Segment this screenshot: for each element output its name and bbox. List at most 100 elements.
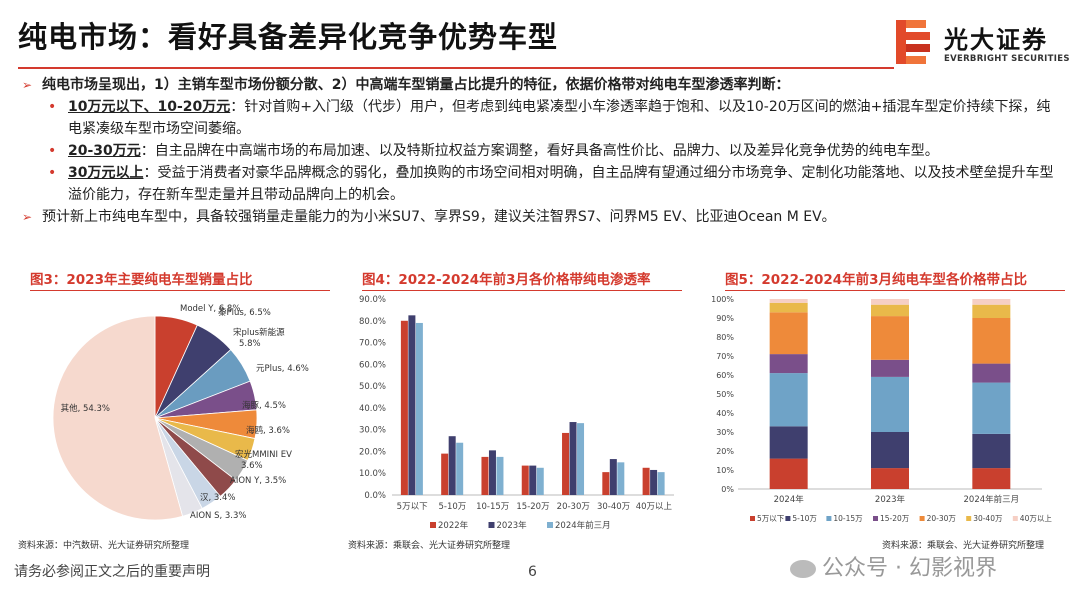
bar: [657, 472, 665, 495]
stack-segment: [769, 312, 808, 355]
bar: [536, 467, 544, 495]
x-tick-label: 40万以上: [636, 502, 673, 512]
y-tick-label: 40%: [716, 409, 734, 418]
y-tick-label: 50.0%: [359, 382, 386, 392]
bullet-sub-2-text: ：自主品牌在中高端市场的布局加速、以及特斯拉权益方案调整，看好具备高性价比、品牌…: [140, 143, 939, 159]
arrow-bullet-icon: ➢: [22, 210, 33, 224]
x-tick-label: 20-30万: [557, 502, 590, 512]
legend-label: 10-15万: [833, 514, 863, 523]
legend-label: 5-10万: [792, 514, 817, 523]
stack-segment: [972, 468, 1011, 489]
fig4-bar-chart: 0.0% 10.0% 20.0% 30.0% 40.0% 50.0% 60.0% 70.0% 8…: [359, 295, 674, 531]
pie-label: 汉, 3.4%: [200, 493, 236, 503]
stack-segment: [972, 363, 1011, 383]
stack-segment: [769, 458, 808, 489]
fig5-stacked-bar-chart: 0% 10% 20% 30% 40% 50% 60% 70% 80% 90% 100% 2024年 20…: [711, 295, 1053, 523]
bar: [448, 436, 456, 495]
legend-swatch: [430, 522, 436, 528]
bar: [415, 322, 423, 495]
y-tick-label: 60%: [716, 371, 734, 380]
x-tick-label: 2024年: [774, 494, 805, 505]
legend-label: 40万以上: [1020, 514, 1053, 523]
stack-segment: [871, 359, 909, 377]
bullet-sub-1-text: ：针对首购+入门级（代步）用户，但考虑到纯电紧凑型小车渗透率趋于饱和、以及10-…: [68, 99, 1051, 137]
bullet-sub-2: • 20-30万元：自主品牌在中高端市场的布局加速、以及特斯拉权益方案调整，看好…: [22, 140, 1062, 162]
y-tick-label: 80%: [716, 333, 734, 342]
page-number: 6: [528, 564, 537, 580]
bullet-sub-1-head: 10万元以下、10-20万元: [68, 99, 231, 115]
stack-segment: [972, 318, 1011, 364]
pie-label: 秦Plus, 6.5%: [218, 307, 271, 318]
dot-bullet-icon: •: [48, 143, 57, 159]
title-rule: [18, 67, 894, 69]
fig3-source: 资料来源：中汽数研、光大证券研究所整理: [18, 541, 190, 551]
fig5-rule: [725, 290, 1065, 291]
pie-label: 海豚, 4.5%: [242, 400, 286, 411]
y-tick-label: 30.0%: [359, 426, 386, 436]
y-tick-label: 40.0%: [359, 404, 386, 414]
legend-swatch: [1012, 516, 1018, 521]
company-logo: 光大证券 EVERBRIGHT SECURITIES: [894, 18, 1069, 70]
logo-text-cn: 光大证券: [944, 26, 1048, 54]
legend-swatch: [919, 516, 925, 521]
y-tick-label: 90.0%: [359, 295, 386, 305]
stack-segment: [769, 354, 808, 374]
logo-mark-icon: [896, 20, 930, 64]
bullet-sub-3: • 30万元以上：受益于消费者对豪华品牌概念的弱化，叠加换购的市场空间相对明确，…: [22, 162, 1062, 206]
legend-label: 5万以下: [757, 514, 785, 523]
bullet-sub-1: • 10万元以下、10-20万元：针对首购+入门级（代步）用户，但考虑到纯电紧凑…: [22, 96, 1062, 140]
wechat-icon: [790, 560, 816, 578]
bar: [408, 315, 416, 495]
y-tick-label: 70%: [716, 352, 734, 361]
bar: [456, 442, 464, 495]
legend-swatch: [547, 522, 553, 528]
x-tick-label: 15-20万: [516, 502, 549, 512]
stack-segment: [871, 468, 909, 489]
legend-label: 20-30万: [927, 514, 957, 523]
stack-segment: [769, 299, 808, 303]
stack-segment: [871, 376, 909, 432]
bullet-list: ➢ 纯电市场呈现出，1）主销车型市场份额分散、2）中高端车型销量占比提升的特征，…: [22, 74, 1062, 228]
x-tick-label: 5-10万: [439, 502, 467, 512]
bar: [569, 422, 577, 495]
legend-label: 2023年: [497, 520, 528, 531]
x-tick-label: 30-40万: [597, 502, 630, 512]
x-tick-label: 10-15万: [476, 502, 509, 512]
pie-label-value: 3.6%: [241, 461, 263, 471]
bar: [521, 465, 529, 495]
pie-label-value: 5.8%: [239, 339, 261, 349]
stack-segment: [871, 304, 909, 317]
bar: [488, 450, 496, 495]
fig3-rule: [30, 290, 330, 291]
y-tick-label: 10%: [716, 466, 734, 475]
bullet-main-2: ➢ 预计新上市纯电车型中，具备较强销量走量能力的为小米SU7、享界S9，建议关注…: [22, 206, 1062, 228]
pie-label: Model Y, 6.8%: [180, 304, 240, 314]
stack-segment: [769, 302, 808, 313]
stack-segment: [972, 304, 1011, 318]
arrow-bullet-icon: ➢: [22, 78, 33, 92]
y-tick-label: 10.0%: [359, 469, 386, 479]
disclaimer-text: 请务必参阅正文之后的重要声明: [14, 564, 210, 580]
y-tick-label: 50%: [716, 390, 734, 399]
bar: [441, 453, 449, 495]
fig5-source: 资料来源：乘联会、光大证券研究所整理: [882, 541, 1045, 551]
pie-label: 宏光MMINI EV: [235, 449, 292, 460]
y-tick-label: 100%: [711, 295, 734, 304]
legend-swatch: [750, 516, 755, 521]
legend-label: 2022年: [438, 520, 469, 531]
bullet-sub-3-head: 30万元以上: [68, 165, 144, 181]
y-tick-label: 0.0%: [364, 491, 386, 501]
y-tick-label: 20%: [716, 447, 734, 456]
bullet-sub-3-text: ：受益于消费者对豪华品牌概念的弱化，叠加换购的市场空间相对明确，自主品牌有望通过…: [68, 165, 1054, 203]
dot-bullet-icon: •: [48, 99, 57, 115]
logo-text-en: EVERBRIGHT SECURITIES: [944, 54, 1070, 64]
pie-slice: [52, 315, 184, 521]
bullet-main-1: ➢ 纯电市场呈现出，1）主销车型市场份额分散、2）中高端车型销量占比提升的特征，…: [22, 74, 1062, 96]
stack-segment: [871, 299, 909, 305]
legend-swatch: [966, 516, 972, 521]
y-tick-label: 20.0%: [359, 447, 386, 457]
stack-segment: [769, 426, 808, 459]
legend-label: 15-20万: [880, 514, 910, 523]
bar: [496, 456, 504, 495]
watermark: 公众号 · 幻影视界: [790, 550, 997, 582]
